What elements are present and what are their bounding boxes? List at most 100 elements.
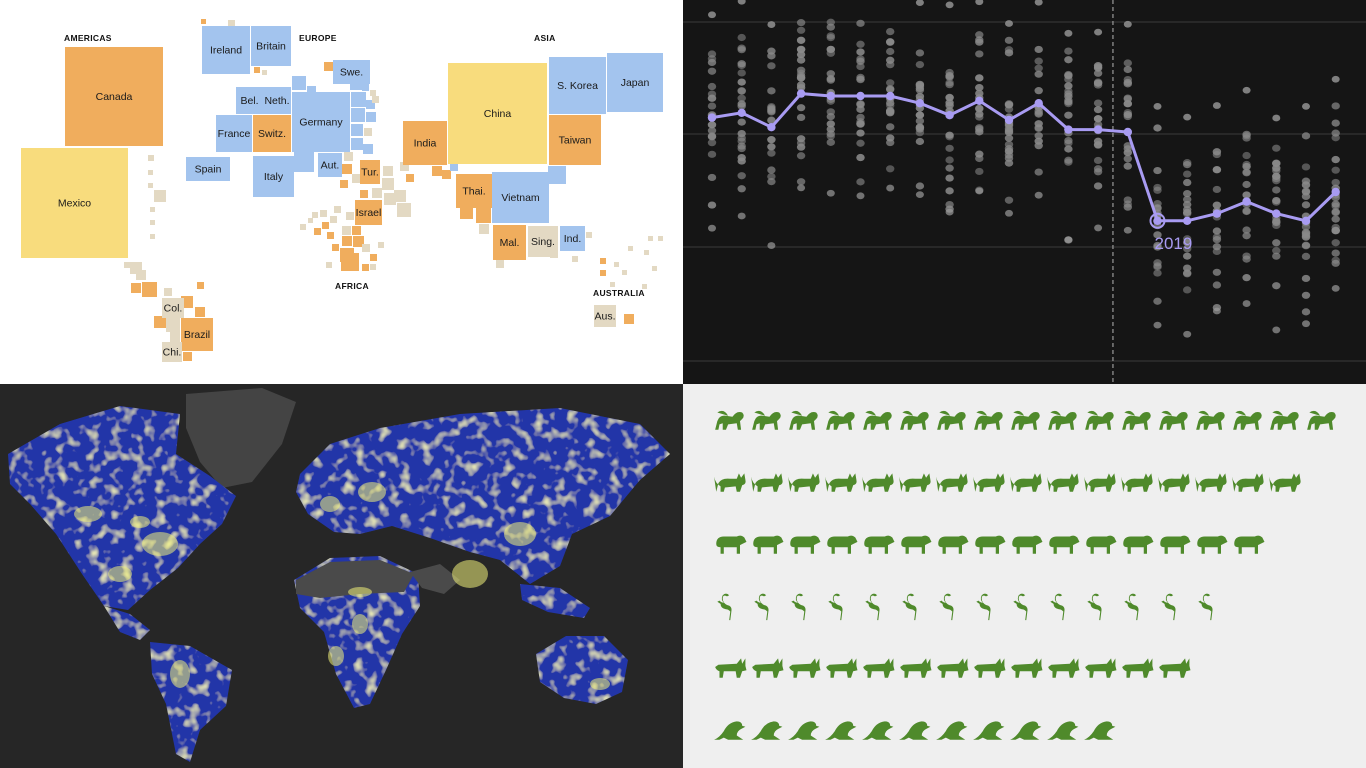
observation-dot [945, 208, 954, 216]
monkey-icon [1011, 410, 1040, 430]
observation-dot [1153, 321, 1162, 329]
seal-icon [973, 721, 1005, 740]
seal-icon [788, 721, 820, 740]
cartogram-small-country [610, 282, 615, 287]
observation-dot [1331, 75, 1340, 83]
cartogram-small-country [372, 188, 382, 198]
observation-dot [945, 156, 954, 164]
observation-dot [826, 189, 835, 197]
observation-dot [737, 137, 746, 145]
cartogram-small-country [307, 86, 316, 95]
flamingo-icon [754, 593, 769, 621]
country-label-switzerland: Switz. [258, 128, 286, 140]
cat-icon [1084, 473, 1116, 492]
cartogram-small-country [294, 152, 314, 172]
monkey-icon [752, 410, 781, 430]
observation-dot [1302, 320, 1310, 328]
monkey-icon [1196, 410, 1225, 430]
observation-dot [1064, 47, 1073, 55]
observation-dot [1004, 151, 1014, 159]
cartogram-small-country [360, 190, 368, 198]
observation-dot [1331, 178, 1340, 187]
pictogram-row-monkey [715, 410, 1336, 430]
observation-dot [856, 57, 865, 65]
cartogram-small-country [136, 270, 146, 280]
observation-dot [796, 45, 806, 53]
cartogram-small-country [142, 282, 157, 297]
cartogram-small-country [341, 253, 359, 271]
monkey-icon [1270, 410, 1299, 430]
observation-dot [707, 127, 717, 135]
observation-dot [1183, 195, 1192, 204]
country-box-sweden [333, 60, 370, 84]
cartogram-small-country [353, 236, 364, 247]
cartogram-small-country [342, 236, 352, 246]
country-label-austria: Aut. [321, 160, 340, 172]
trend-point [1034, 99, 1043, 108]
observation-dot [856, 153, 865, 162]
pictogram-row-donkey [715, 658, 1191, 678]
donkey-icon [863, 658, 895, 678]
observation-dot [1331, 259, 1340, 267]
cartogram-small-country [442, 170, 451, 179]
region-label-asia: ASIA [534, 33, 556, 43]
observation-dot [796, 73, 806, 82]
observation-dot [708, 11, 716, 19]
cartogram-small-country [397, 203, 411, 217]
highlight-year-label: 2019 [1155, 234, 1193, 253]
observation-dot [796, 113, 806, 122]
observation-dot [1212, 307, 1221, 315]
observation-dot [826, 18, 835, 26]
cartogram-small-country [150, 234, 155, 239]
sheep-icon [827, 535, 858, 554]
donkey-icon [1122, 658, 1154, 678]
monkey-icon [1233, 410, 1262, 430]
cartogram-small-country [326, 262, 332, 268]
observation-dot [915, 111, 925, 119]
observation-dot [1094, 224, 1103, 232]
cartogram-small-country [548, 166, 566, 184]
observation-dot [737, 118, 746, 126]
cartogram-small-country [332, 244, 339, 251]
cartogram-panel: Canada Mexico Ireland Britain Swe. Bel. Neth. G… [0, 0, 683, 384]
flamingo-icon [717, 593, 732, 621]
observation-dot [737, 33, 746, 42]
seal-icon [714, 721, 746, 740]
flamingo-icon [902, 593, 917, 621]
observation-dot [796, 50, 806, 59]
timeline-panel: 2019 [683, 0, 1366, 384]
observation-dot [1272, 159, 1281, 167]
cartogram-small-country [154, 190, 166, 202]
country-label-britain: Britain [256, 41, 286, 53]
region-label-australia: AUSTRALIA [593, 288, 645, 298]
observation-dot [975, 187, 984, 195]
observation-dot [1064, 87, 1073, 95]
observation-dot [1301, 233, 1311, 241]
cat-icon [1195, 473, 1227, 492]
cartogram-small-country [658, 236, 663, 241]
observation-dot [1183, 330, 1192, 338]
observation-dot [886, 138, 895, 147]
observation-dot [1301, 163, 1311, 171]
observation-dot [737, 69, 746, 77]
observation-dot [915, 137, 925, 146]
observation-dot [945, 174, 954, 182]
observation-dot [1183, 189, 1192, 198]
observation-dot [1123, 226, 1132, 234]
cartogram-small-country [197, 282, 204, 289]
high-density-area [142, 532, 178, 556]
observation-dot [1123, 155, 1132, 163]
observation-dot [1064, 111, 1073, 119]
australia-region [536, 636, 628, 704]
observation-dot [1064, 236, 1073, 244]
cat-icon [862, 473, 894, 492]
observation-dot [886, 101, 895, 110]
observation-dot [945, 144, 954, 152]
world-map-panel [0, 384, 683, 768]
observation-dot [856, 139, 865, 147]
country-box-singapore [528, 226, 558, 257]
trend-point [796, 89, 806, 98]
sheep-icon [938, 535, 969, 554]
donkey-icon [1048, 658, 1080, 678]
